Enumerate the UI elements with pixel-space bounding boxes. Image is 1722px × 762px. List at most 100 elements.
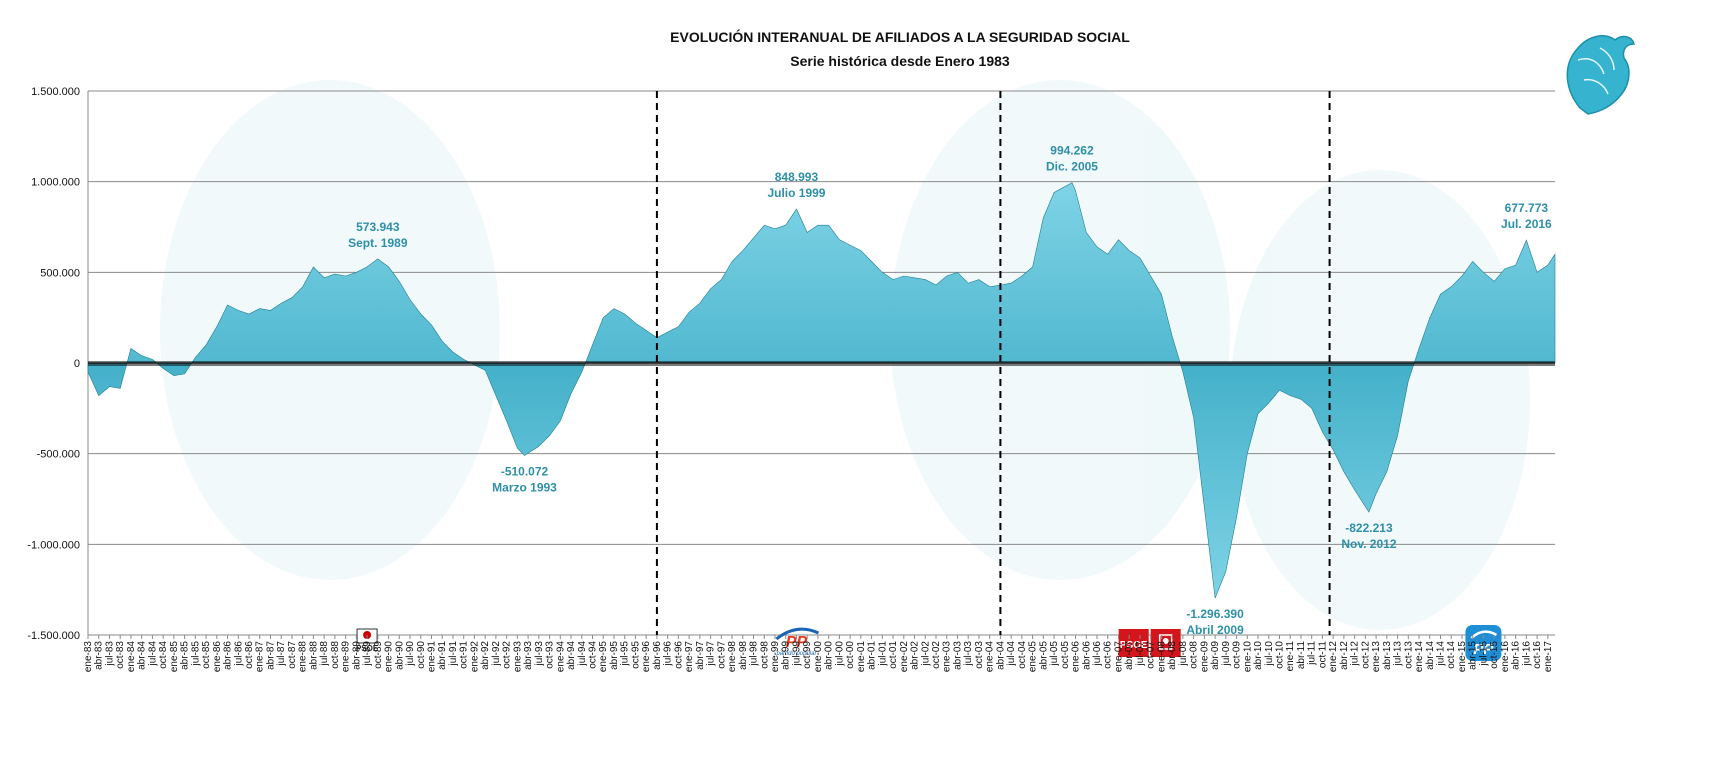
x-tick-label: jul-06 — [1092, 641, 1103, 667]
annotation-value: 994.262 — [1050, 144, 1094, 158]
x-tick-label: oct-95 — [630, 641, 641, 669]
x-tick-label: abr-98 — [738, 641, 749, 670]
x-tick-label: abr-08 — [1167, 641, 1178, 670]
x-tick-label: abr-11 — [1296, 641, 1307, 670]
annotation-date: Abril 2009 — [1186, 623, 1244, 637]
x-tick-label: oct-01 — [888, 641, 899, 669]
x-tick-label: jul-89 — [362, 641, 373, 667]
chart-title: EVOLUCIÓN INTERANUAL DE AFILIADOS A LA S… — [670, 28, 1130, 45]
x-tick-label: jul-94 — [577, 641, 588, 667]
annotation-value: -1.296.390 — [1186, 607, 1244, 621]
x-tick-label: oct-12 — [1360, 641, 1371, 669]
x-tick-label: oct-05 — [1060, 641, 1071, 669]
x-tick-label: ene-07 — [1113, 641, 1124, 673]
x-tick-label: abr-02 — [910, 641, 921, 670]
x-tick-label: abr-15 — [1468, 641, 1479, 670]
x-tick-label: oct-87 — [287, 641, 298, 669]
x-tick-label: oct-00 — [845, 641, 856, 669]
x-tick-label: jul-99 — [791, 641, 802, 667]
y-tick-label: 1.500.000 — [31, 86, 80, 98]
x-tick-label: ene-09 — [1199, 641, 1210, 673]
x-tick-label: oct-14 — [1446, 641, 1457, 669]
x-tick-label: jul-09 — [1221, 641, 1232, 667]
x-tick-label: oct-86 — [244, 641, 255, 669]
x-tick-label: ene-13 — [1371, 641, 1382, 673]
chart-subtitle: Serie histórica desde Enero 1983 — [790, 53, 1010, 69]
x-tick-label: abr-86 — [223, 641, 234, 670]
annotation-date: Marzo 1993 — [492, 480, 557, 494]
x-tick-label: ene-89 — [341, 641, 352, 673]
x-tick-label: ene-11 — [1285, 641, 1296, 672]
x-tick-label: oct-13 — [1403, 641, 1414, 669]
annotation-date: Dic. 2005 — [1046, 160, 1098, 174]
x-tick-label: oct-04 — [1017, 641, 1028, 669]
x-tick-label: abr-10 — [1253, 641, 1264, 670]
x-tick-label: abr-13 — [1382, 641, 1393, 670]
x-tick-label: abr-16 — [1511, 641, 1522, 670]
annotations: 573.943 Sept. 1989 -510.072 Marzo 1993 848.9… — [348, 144, 1552, 637]
x-tick-label: abr-97 — [695, 641, 706, 670]
x-tick-label: ene-99 — [770, 641, 781, 673]
x-tick-label: jul-14 — [1436, 641, 1447, 667]
x-tick-label: abr-00 — [824, 641, 835, 670]
x-tick-label: ene-10 — [1242, 641, 1253, 673]
x-tick-label: ene-95 — [598, 641, 609, 673]
x-tick-label: jul-83 — [104, 641, 115, 667]
x-tick-label: oct-90 — [416, 641, 427, 669]
x-tick-label: ene-83 — [83, 641, 94, 673]
y-tick-label: 1.000.000 — [31, 177, 80, 189]
x-tick-label: abr-05 — [1038, 641, 1049, 670]
x-tick-label: ene-91 — [426, 641, 437, 673]
y-tick-label: 0 — [74, 358, 80, 370]
y-tick-label: -1.000.000 — [27, 539, 80, 551]
x-tick-label: jul-00 — [834, 641, 845, 667]
x-tick-label: abr-88 — [308, 641, 319, 670]
x-tick-label: ene-90 — [384, 641, 395, 673]
x-tick-label: ene-94 — [555, 641, 566, 673]
area-positive — [87, 182, 1556, 363]
x-tick-label: jul-86 — [233, 641, 244, 667]
x-tick-label: abr-93 — [523, 641, 534, 670]
x-tick-label: abr-85 — [180, 641, 191, 670]
x-tick-label: jul-91 — [448, 641, 459, 667]
annotation-value: 848.993 — [775, 170, 819, 184]
x-tick-label: jul-08 — [1178, 641, 1189, 667]
annotation-value: -510.072 — [501, 464, 549, 478]
x-tick-label: oct-99 — [802, 641, 813, 669]
party-label: PP — [1473, 641, 1494, 658]
x-tick-label: oct-92 — [502, 641, 513, 669]
x-tick-label: jul-90 — [405, 641, 416, 667]
x-tick-label: ene-16 — [1500, 641, 1511, 673]
x-tick-label: jul-12 — [1350, 641, 1361, 667]
x-tick-label: ene-97 — [684, 641, 695, 673]
x-tick-label: jul-97 — [706, 641, 717, 667]
x-tick-label: abr-14 — [1425, 641, 1436, 670]
x-tick-label: jul-87 — [276, 641, 287, 667]
x-tick-label: jul-03 — [963, 641, 974, 667]
x-tick-label: jul-15 — [1478, 641, 1489, 667]
y-tick-label: -500.000 — [37, 449, 80, 461]
annotation-date: Nov. 2012 — [1341, 537, 1396, 551]
x-tick-label: jul-92 — [491, 641, 502, 667]
annotation-value: -822.213 — [1345, 521, 1393, 535]
x-tick-label: oct-07 — [1146, 641, 1157, 669]
x-tick-label: abr-99 — [781, 641, 792, 670]
x-tick-label: ene-00 — [813, 641, 824, 673]
x-tick-label: ene-03 — [942, 641, 953, 673]
x-tick-label: oct-10 — [1274, 641, 1285, 669]
x-tick-label: ene-12 — [1328, 641, 1339, 673]
x-tick-label: oct-85 — [201, 641, 212, 669]
x-tick-label: jul-98 — [749, 641, 760, 667]
y-tick-label: -1.500.000 — [27, 630, 80, 642]
x-tick-label: abr-12 — [1339, 641, 1350, 670]
x-tick-label: ene-92 — [469, 641, 480, 673]
x-tick-label: jul-05 — [1049, 641, 1060, 667]
x-tick-label: ene-14 — [1414, 641, 1425, 673]
x-tick-label: ene-84 — [126, 641, 137, 673]
x-tick-label: jul-07 — [1135, 641, 1146, 667]
y-tick-label: 500.000 — [40, 267, 80, 279]
x-tick-label: oct-06 — [1103, 641, 1114, 669]
